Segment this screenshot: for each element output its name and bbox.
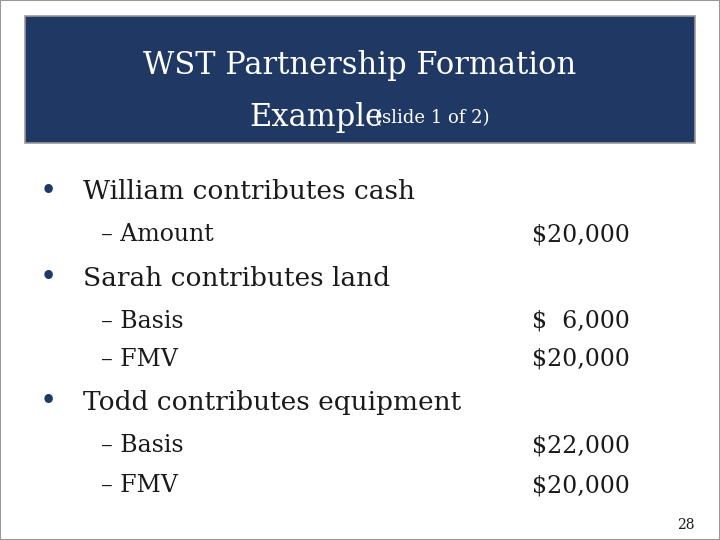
- Text: 28: 28: [678, 518, 695, 532]
- Text: $  6,000: $ 6,000: [532, 310, 630, 333]
- Text: – Basis: – Basis: [101, 434, 184, 457]
- Text: Example: Example: [250, 102, 384, 133]
- Text: •: •: [40, 178, 57, 206]
- Text: •: •: [40, 264, 57, 292]
- Text: – FMV: – FMV: [101, 475, 178, 497]
- Text: Todd contributes equipment: Todd contributes equipment: [83, 390, 461, 415]
- Text: $20,000: $20,000: [532, 348, 630, 370]
- Text: WST Partnership Formation: WST Partnership Formation: [143, 50, 577, 82]
- Text: William contributes cash: William contributes cash: [83, 179, 415, 204]
- Text: (slide 1 of 2): (slide 1 of 2): [374, 109, 490, 127]
- Text: – Basis: – Basis: [101, 310, 184, 333]
- Text: $20,000: $20,000: [532, 224, 630, 246]
- FancyBboxPatch shape: [25, 16, 695, 143]
- Text: – FMV: – FMV: [101, 348, 178, 370]
- Text: •: •: [40, 388, 57, 416]
- Text: $22,000: $22,000: [532, 434, 630, 457]
- Text: $20,000: $20,000: [532, 475, 630, 497]
- Text: Sarah contributes land: Sarah contributes land: [83, 266, 390, 291]
- Text: – Amount: – Amount: [101, 224, 214, 246]
